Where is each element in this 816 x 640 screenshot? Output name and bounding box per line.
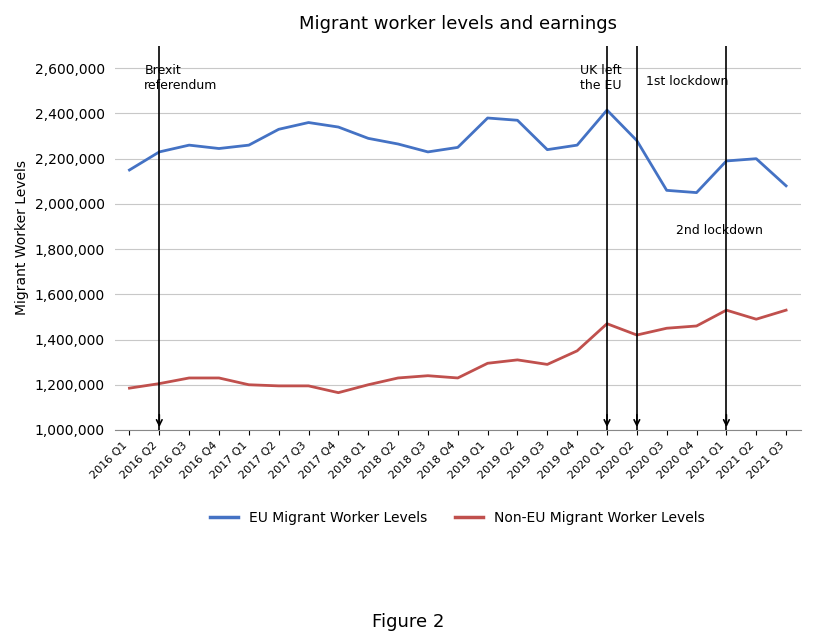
- EU Migrant Worker Levels: [393, 140, 403, 148]
- Non-EU Migrant Worker Levels: [632, 331, 641, 339]
- Non-EU Migrant Worker Levels: [393, 374, 403, 382]
- EU Migrant Worker Levels: [154, 148, 164, 156]
- Non-EU Migrant Worker Levels: [184, 374, 194, 382]
- EU Migrant Worker Levels: [184, 141, 194, 149]
- EU Migrant Worker Levels: [334, 124, 344, 131]
- Line: EU Migrant Worker Levels: EU Migrant Worker Levels: [130, 110, 786, 193]
- EU Migrant Worker Levels: [632, 137, 641, 145]
- Non-EU Migrant Worker Levels: [125, 384, 135, 392]
- Non-EU Migrant Worker Levels: [244, 381, 254, 388]
- Non-EU Migrant Worker Levels: [752, 316, 761, 323]
- EU Migrant Worker Levels: [304, 118, 313, 126]
- EU Migrant Worker Levels: [752, 155, 761, 163]
- Non-EU Migrant Worker Levels: [483, 360, 493, 367]
- Non-EU Migrant Worker Levels: [363, 381, 373, 388]
- EU Migrant Worker Levels: [602, 106, 612, 114]
- Non-EU Migrant Worker Levels: [512, 356, 522, 364]
- EU Migrant Worker Levels: [781, 182, 791, 189]
- EU Migrant Worker Levels: [423, 148, 432, 156]
- EU Migrant Worker Levels: [483, 114, 493, 122]
- EU Migrant Worker Levels: [543, 146, 552, 154]
- Non-EU Migrant Worker Levels: [453, 374, 463, 382]
- EU Migrant Worker Levels: [244, 141, 254, 149]
- Text: 1st lockdown: 1st lockdown: [645, 75, 728, 88]
- Y-axis label: Migrant Worker Levels: Migrant Worker Levels: [15, 160, 29, 316]
- Title: Migrant worker levels and earnings: Migrant worker levels and earnings: [299, 15, 617, 33]
- Text: Brexit
referendum: Brexit referendum: [144, 64, 218, 92]
- EU Migrant Worker Levels: [274, 125, 284, 133]
- Non-EU Migrant Worker Levels: [304, 382, 313, 390]
- Non-EU Migrant Worker Levels: [572, 347, 582, 355]
- Non-EU Migrant Worker Levels: [423, 372, 432, 380]
- Non-EU Migrant Worker Levels: [334, 389, 344, 397]
- Text: 2nd lockdown: 2nd lockdown: [676, 224, 762, 237]
- EU Migrant Worker Levels: [453, 143, 463, 151]
- EU Migrant Worker Levels: [572, 141, 582, 149]
- Non-EU Migrant Worker Levels: [662, 324, 672, 332]
- EU Migrant Worker Levels: [662, 186, 672, 194]
- Line: Non-EU Migrant Worker Levels: Non-EU Migrant Worker Levels: [130, 310, 786, 393]
- Non-EU Migrant Worker Levels: [721, 307, 731, 314]
- Non-EU Migrant Worker Levels: [543, 360, 552, 368]
- Non-EU Migrant Worker Levels: [214, 374, 224, 382]
- EU Migrant Worker Levels: [125, 166, 135, 174]
- EU Migrant Worker Levels: [721, 157, 731, 164]
- Text: UK left
the EU: UK left the EU: [580, 64, 622, 92]
- EU Migrant Worker Levels: [214, 145, 224, 152]
- EU Migrant Worker Levels: [363, 134, 373, 142]
- EU Migrant Worker Levels: [692, 189, 702, 196]
- Non-EU Migrant Worker Levels: [154, 380, 164, 387]
- Legend: EU Migrant Worker Levels, Non-EU Migrant Worker Levels: EU Migrant Worker Levels, Non-EU Migrant…: [205, 506, 711, 531]
- Non-EU Migrant Worker Levels: [692, 322, 702, 330]
- Non-EU Migrant Worker Levels: [274, 382, 284, 390]
- Non-EU Migrant Worker Levels: [602, 320, 612, 328]
- EU Migrant Worker Levels: [512, 116, 522, 124]
- Text: Figure 2: Figure 2: [372, 613, 444, 631]
- Non-EU Migrant Worker Levels: [781, 307, 791, 314]
